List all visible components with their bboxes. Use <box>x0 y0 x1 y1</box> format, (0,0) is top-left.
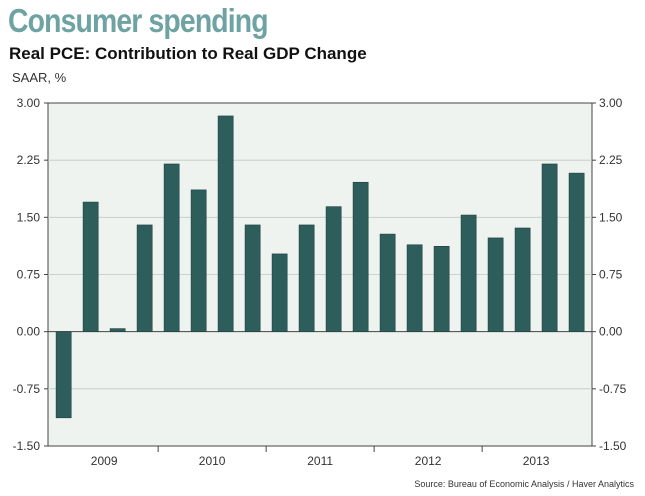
y-tick-label-left: -0.75 <box>13 382 41 396</box>
left-axis: 3.00 2.25 1.50 0.75 0.00 -0.75 -1.50 <box>13 96 48 453</box>
bar <box>406 244 423 332</box>
x-tick-label: 2011 <box>307 454 333 468</box>
bar <box>82 201 99 332</box>
source-note: Source: Bureau of Economic Analysis / Ha… <box>414 479 634 489</box>
y-tick-label-left: 2.25 <box>17 153 41 167</box>
bars <box>55 115 585 419</box>
chart-title: Real PCE: Contribution to Real GDP Chang… <box>9 44 367 63</box>
y-tick-label-left: 3.00 <box>17 96 41 110</box>
bar <box>190 189 207 332</box>
bar <box>352 181 369 332</box>
bar <box>433 245 450 332</box>
y-tick-label-right: 2.25 <box>599 153 623 167</box>
bar <box>568 172 585 332</box>
bar <box>55 331 72 419</box>
x-tick-label: 2010 <box>199 454 226 468</box>
y-tick-label-left: 1.50 <box>17 210 41 224</box>
y-tick-label-right: 3.00 <box>599 96 623 110</box>
y-tick-label-left: 0.00 <box>17 325 41 339</box>
x-tick-label: 2009 <box>91 454 118 468</box>
x-tick-label: 2013 <box>523 454 550 468</box>
y-tick-label-right: -0.75 <box>599 382 627 396</box>
units-label: SAAR, % <box>12 70 67 85</box>
bar <box>136 224 153 332</box>
bar <box>271 253 288 332</box>
bar <box>298 224 315 332</box>
bar <box>109 328 126 332</box>
bar <box>514 227 531 332</box>
bar <box>163 163 180 332</box>
y-tick-label-right: -1.50 <box>599 439 627 453</box>
y-tick-label-right: 0.00 <box>599 325 623 339</box>
bar <box>487 237 504 332</box>
bar <box>217 115 234 332</box>
right-axis: 3.00 2.25 1.50 0.75 0.00 -0.75 -1.50 <box>592 96 627 453</box>
y-tick-label-right: 0.75 <box>599 268 623 282</box>
y-tick-label-right: 1.50 <box>599 210 623 224</box>
headline: Consumer spending <box>8 2 269 39</box>
y-tick-label-left: -1.50 <box>13 439 41 453</box>
x-axis: 2009 2010 2011 2012 2013 <box>91 446 550 468</box>
bar <box>244 224 261 332</box>
bar <box>379 233 396 332</box>
x-tick-label: 2012 <box>415 454 442 468</box>
bar <box>460 214 477 332</box>
bar <box>325 206 342 332</box>
bar <box>541 163 558 332</box>
y-tick-label-left: 0.75 <box>17 268 41 282</box>
